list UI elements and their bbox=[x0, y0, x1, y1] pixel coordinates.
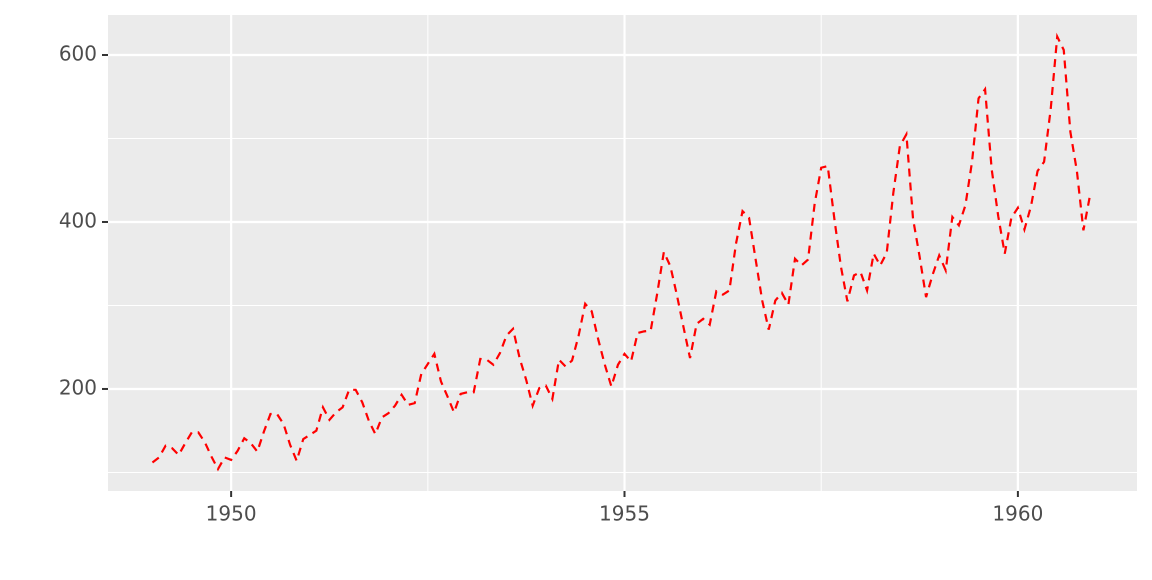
panel bbox=[108, 15, 1137, 491]
x-tick-label: 1955 bbox=[599, 502, 650, 526]
series-line bbox=[151, 32, 1092, 472]
y-tick-label: 200 bbox=[59, 375, 97, 399]
x-tick-label: 1960 bbox=[992, 502, 1043, 526]
x-tick-label: 1950 bbox=[206, 502, 257, 526]
y-tick-label: 600 bbox=[59, 41, 97, 65]
y-tick-label: 400 bbox=[59, 208, 97, 232]
